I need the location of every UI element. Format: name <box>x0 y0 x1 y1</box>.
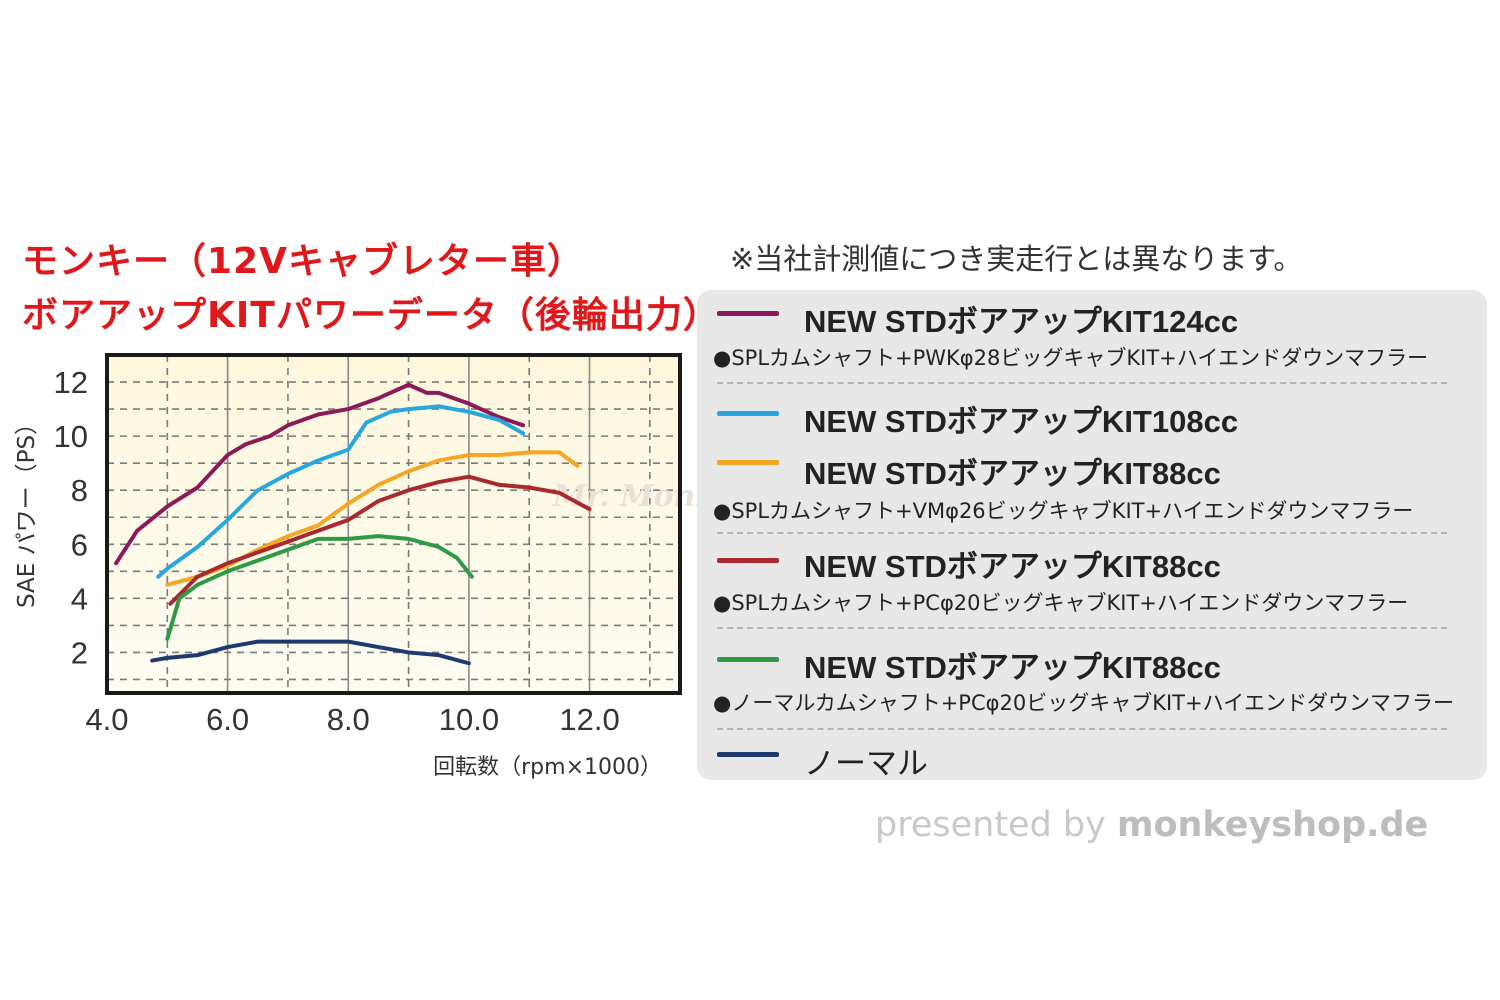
x-tick-label: 4.0 <box>85 702 128 737</box>
series-line-3 <box>168 474 592 606</box>
legend-divider <box>717 532 1447 534</box>
legend-sub-124cc: ●SPLカムシャフト+PWKφ28ビッグキャブKIT+ハイエンドダウンマフラー <box>713 346 1429 370</box>
series-group <box>114 382 592 666</box>
watermark: Mr. Monkey & Dr. Dax <box>552 479 700 514</box>
chart-title-line1: モンキー（12Vキャブレター車） <box>22 241 584 282</box>
legend-divider <box>717 728 1447 730</box>
plot-frame <box>105 353 682 695</box>
legend-line-normal <box>717 752 779 757</box>
legend-title-88cc-pc: NEW STDボアアップKIT88cc <box>804 549 1221 584</box>
y-tick-label: 12 <box>54 365 88 400</box>
y-tick-label: 4 <box>71 581 88 616</box>
plot-area <box>107 355 680 693</box>
legend-sub-88cc-pc: ●SPLカムシャフト+PCφ20ビッグキャブKIT+ハイエンドダウンマフラー <box>713 591 1409 615</box>
series-line-0 <box>114 382 526 566</box>
credit-brand: monkeyshop.de <box>1116 805 1429 845</box>
legend-sub-88cc-normalcam: ●ノーマルカムシャフト+PCφ20ビッグキャブKIT+ハイエンドダウンマフラー <box>713 691 1454 715</box>
legend-line-124cc <box>717 311 779 316</box>
y-tick-label: 6 <box>71 527 88 562</box>
legend-line-88cc-normalcam <box>717 657 779 662</box>
credit-prefix: presented by <box>875 805 1117 845</box>
legend-title-124cc: NEW STDボアアップKIT124cc <box>804 304 1239 339</box>
legend-title-88cc-vm: NEW STDボアアップKIT88cc <box>804 456 1221 491</box>
chart-title-line2: ボアアップKITパワーデータ（後輪出力） <box>22 295 720 336</box>
legend-divider <box>717 382 1447 384</box>
y-axis-label: SAE パワー（PS） <box>14 412 40 608</box>
x-tick-label: 8.0 <box>327 702 370 737</box>
legend-title-normal: ノーマル <box>804 746 928 781</box>
legend: NEW STDボアアップKIT124cc ●SPLカムシャフト+PWKφ28ビッ… <box>697 290 1487 781</box>
credit-text: presented by monkeyshop.de <box>875 805 1428 845</box>
y-tick-label: 10 <box>54 419 88 454</box>
legend-sub-88cc-vm: ●SPLカムシャフト+VMφ26ビッグキャブKIT+ハイエンドダウンマフラー <box>713 499 1414 523</box>
series-line-1 <box>156 404 526 579</box>
y-tick-label: 2 <box>71 635 88 670</box>
legend-line-88cc-pc <box>717 558 779 563</box>
legend-title-108cc: NEW STDボアアップKIT108cc <box>804 404 1239 439</box>
tick-labels: 2 4 6 8 10 12 4.0 6.0 8.0 10.0 12.0 <box>54 365 620 737</box>
measurement-note: ※当社計測値につき実走行とは異なります。 <box>730 242 1303 276</box>
x-axis-label: 回転数（rpm×1000） <box>433 755 662 780</box>
legend-title-88cc-normalcam: NEW STDボアアップKIT88cc <box>804 650 1221 685</box>
legend-divider <box>717 627 1447 629</box>
legend-line-88cc-vm <box>717 460 779 465</box>
power-chart: Mr. Monkey & Dr. Dax 2 4 6 8 10 12 4.0 6.0 8.0 10… <box>14 353 700 780</box>
x-tick-label: 12.0 <box>559 702 619 737</box>
series-line-4 <box>165 534 474 641</box>
x-tick-label: 10.0 <box>439 702 499 737</box>
series-line-5 <box>150 639 471 666</box>
x-tick-label: 6.0 <box>206 702 249 737</box>
y-tick-label: 8 <box>71 473 88 508</box>
legend-line-108cc <box>717 411 779 416</box>
